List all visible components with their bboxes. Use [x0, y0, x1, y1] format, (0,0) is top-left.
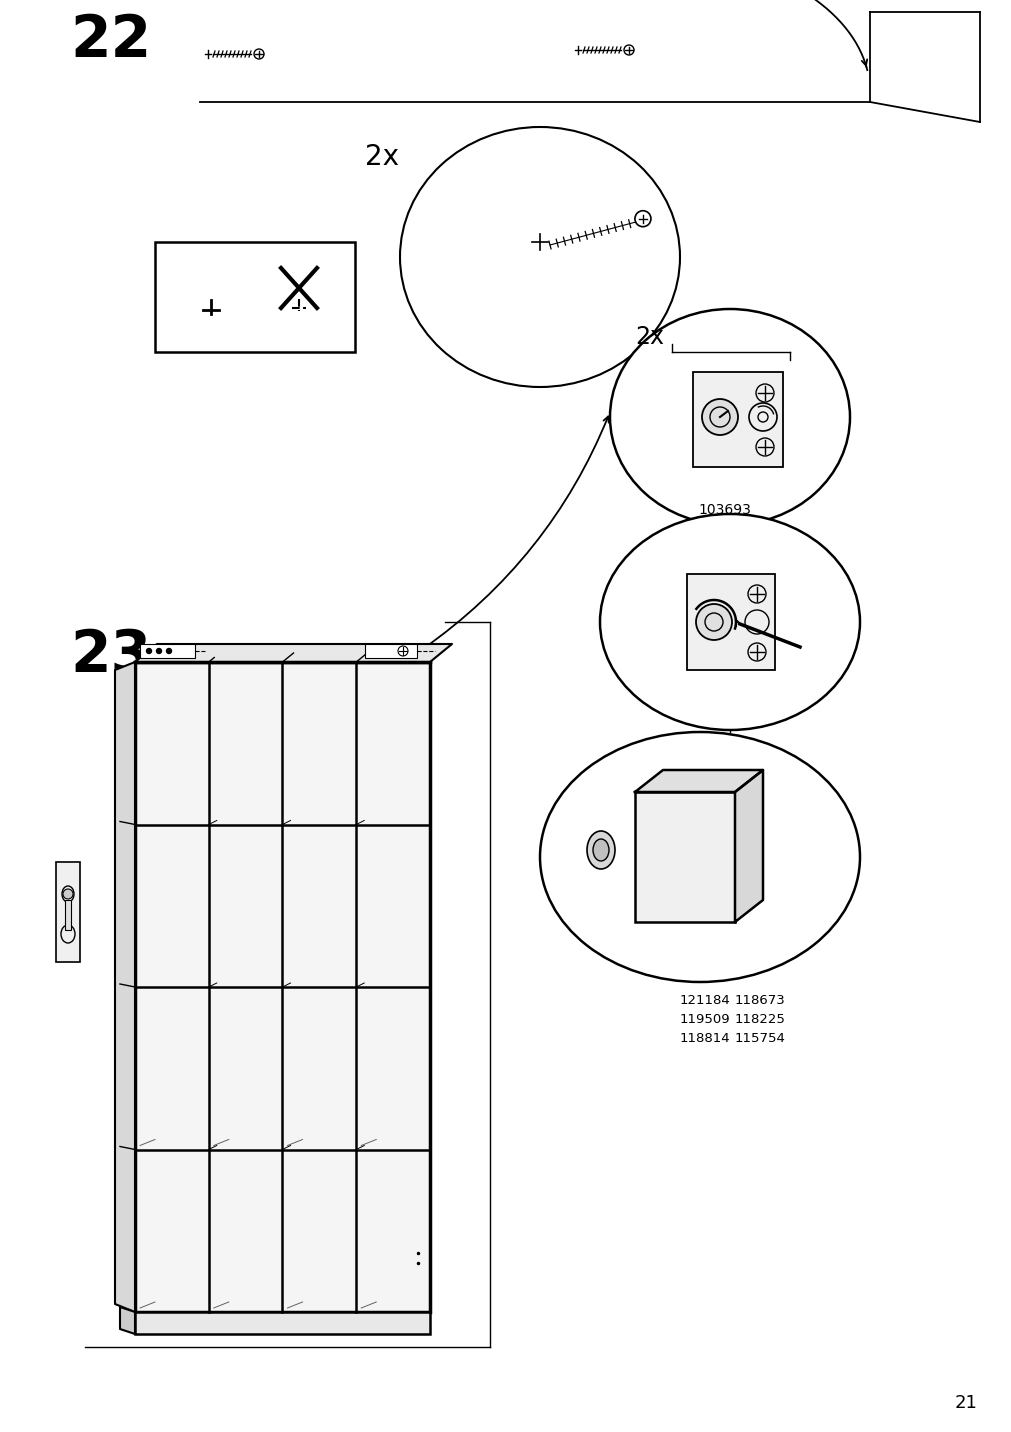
Bar	[686, 574, 774, 670]
Bar	[140, 644, 195, 657]
Circle shape	[696, 604, 731, 640]
Bar	[155, 242, 355, 352]
Text: 21: 21	[954, 1393, 977, 1412]
Circle shape	[167, 649, 171, 653]
Text: 2x: 2x	[365, 143, 398, 170]
Ellipse shape	[586, 831, 615, 869]
Circle shape	[624, 44, 633, 54]
Polygon shape	[734, 770, 762, 922]
Ellipse shape	[610, 309, 849, 526]
Bar	[574, 798, 627, 912]
Bar	[365, 644, 417, 657]
Ellipse shape	[540, 732, 859, 982]
Bar	[65, 899, 71, 929]
Polygon shape	[634, 770, 762, 792]
Ellipse shape	[399, 127, 679, 387]
Circle shape	[254, 49, 264, 59]
Ellipse shape	[592, 839, 609, 861]
Bar	[634, 792, 734, 922]
Text: 103693: 103693	[698, 503, 751, 517]
Text: 118673
118225
115754: 118673 118225 115754	[734, 994, 786, 1045]
Circle shape	[157, 649, 162, 653]
Circle shape	[702, 400, 737, 435]
Circle shape	[147, 649, 152, 653]
Bar	[634, 372, 690, 467]
Text: 23: 23	[70, 627, 151, 684]
Circle shape	[634, 211, 650, 226]
Bar	[134, 662, 430, 1312]
Text: 22: 22	[70, 11, 151, 69]
Text: 121184
119509
118814: 121184 119509 118814	[678, 994, 729, 1045]
Circle shape	[63, 889, 73, 899]
Ellipse shape	[600, 514, 859, 730]
Bar	[693, 372, 783, 467]
Bar	[56, 862, 80, 962]
Bar	[634, 372, 690, 467]
Polygon shape	[120, 1307, 134, 1335]
Bar	[632, 574, 683, 670]
Bar	[134, 1312, 430, 1335]
Bar	[574, 798, 627, 912]
Polygon shape	[134, 644, 452, 662]
Text: 2x: 2x	[634, 325, 663, 349]
Polygon shape	[115, 662, 134, 1312]
Bar	[632, 574, 683, 670]
